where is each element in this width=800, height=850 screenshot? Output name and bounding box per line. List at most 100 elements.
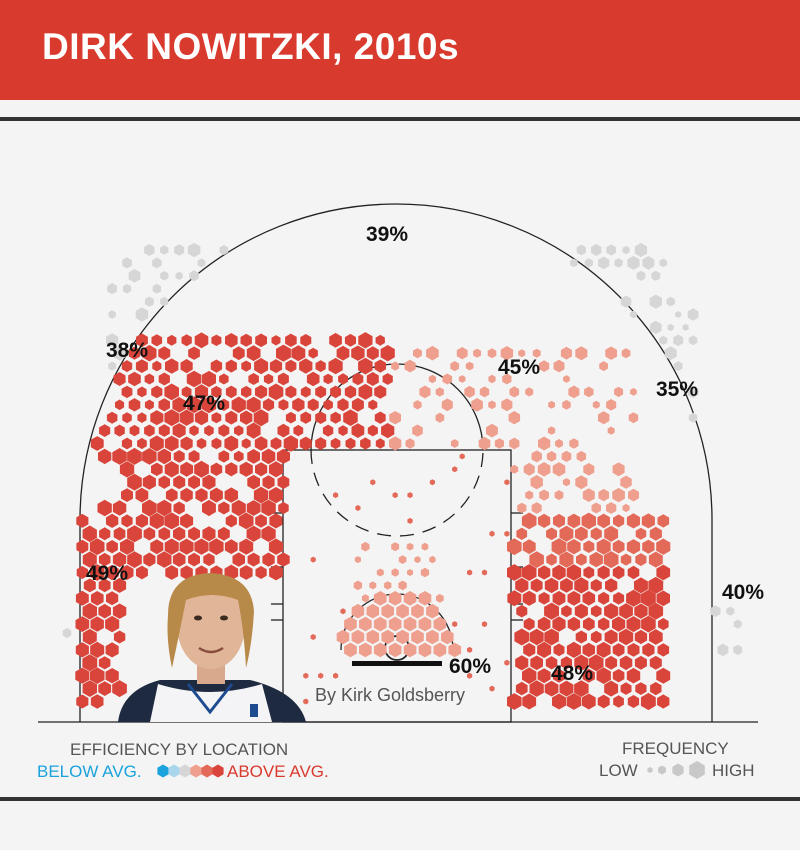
hex-bin [181, 334, 192, 347]
hex-bin [733, 619, 742, 629]
hex-bin [682, 323, 689, 331]
hex-bin [568, 385, 580, 399]
hex-bin [330, 437, 341, 450]
hex-bin [590, 605, 602, 618]
hex-bin [612, 643, 625, 657]
hex-bin [219, 245, 229, 255]
hex-bin [82, 628, 97, 646]
hex-bin [351, 423, 365, 438]
hex-bin [552, 564, 566, 581]
hex-bin [269, 487, 283, 504]
hex-bin [261, 525, 276, 542]
hex-bin [224, 435, 239, 452]
hex-bin [254, 436, 268, 451]
hex-bin [635, 553, 647, 567]
hex-bin [605, 655, 618, 670]
hex-bin [620, 553, 632, 566]
hex-bin [211, 385, 222, 398]
hex-bin [441, 629, 454, 645]
hex-bin [373, 642, 387, 658]
hex-bin [167, 334, 177, 346]
hex-bin [127, 447, 142, 465]
hex-bin [641, 513, 655, 529]
hex-bin [613, 592, 625, 605]
hex-bin [225, 410, 238, 425]
hex-bin [441, 398, 453, 412]
hex-bin [687, 385, 699, 399]
hex-bin [144, 296, 154, 307]
backboard [352, 661, 442, 666]
hex-bin [359, 616, 372, 632]
hex-bin [634, 603, 648, 619]
hex-bin [667, 323, 674, 331]
hex-bin [353, 580, 363, 591]
hex-bin [407, 517, 413, 524]
hex-bin [299, 358, 313, 374]
hex-bin [165, 358, 179, 374]
hex-bin [234, 425, 244, 436]
hex-bin [598, 256, 610, 270]
hex-bin [604, 525, 619, 542]
hex-bin [546, 451, 557, 462]
hex-bin [374, 385, 387, 399]
hex-bin [351, 345, 365, 361]
hex-bin [464, 385, 475, 398]
hex-bin [188, 526, 200, 541]
hex-bin [366, 603, 380, 619]
hex-bin [626, 616, 641, 633]
hex-bin [160, 296, 169, 307]
hex-bin [421, 542, 429, 551]
hex-bin [489, 530, 495, 537]
hex-bin [360, 437, 371, 450]
hex-bin [435, 387, 444, 397]
hex-bin [164, 383, 179, 401]
hex-bin [98, 656, 111, 670]
hex-bin [76, 539, 89, 554]
hex-bin [246, 500, 261, 516]
hex-bin [620, 475, 632, 489]
hex-bin [172, 397, 186, 413]
hex-bin [180, 513, 194, 529]
hex-bin [582, 488, 595, 502]
hex-bin [90, 667, 105, 684]
hex-bin [628, 412, 639, 424]
hex-bin [246, 345, 261, 362]
hex-bin [211, 334, 222, 346]
hex-bin [188, 475, 200, 490]
hex-bin [507, 538, 522, 556]
hex-bin [591, 502, 601, 514]
hex-bin [121, 385, 133, 399]
frequency-high-label: HIGH [712, 761, 755, 780]
hex-bin [515, 681, 528, 696]
hex-bin [612, 616, 626, 632]
hex-bin [649, 629, 663, 645]
hex-bin [481, 621, 488, 628]
hex-bin [391, 361, 400, 371]
frequency-swatches [647, 761, 705, 779]
efficiency-swatch [212, 764, 224, 778]
frequency-low-label: LOW [599, 761, 638, 780]
hex-bin [642, 256, 655, 270]
hex-bin [152, 360, 162, 372]
hex-bin [403, 591, 417, 606]
hex-bin [657, 694, 670, 709]
hex-bin [239, 538, 254, 555]
hex-bin [374, 359, 386, 373]
hex-bin [128, 346, 141, 360]
hex-bin [194, 384, 209, 400]
hex-bin [303, 698, 309, 705]
hex-bin [656, 667, 671, 684]
hex-bin [343, 409, 358, 426]
hex-bin [635, 527, 647, 540]
hex-bin [429, 479, 435, 486]
hex-bin [106, 411, 118, 424]
hex-bin [630, 388, 637, 396]
hex-bin [522, 539, 536, 555]
hex-bin [559, 680, 574, 697]
hex-bin [270, 437, 282, 450]
hex-bin [407, 569, 414, 576]
hex-bin [135, 487, 149, 503]
frequency-swatch [689, 761, 705, 779]
hex-bin [202, 526, 216, 542]
